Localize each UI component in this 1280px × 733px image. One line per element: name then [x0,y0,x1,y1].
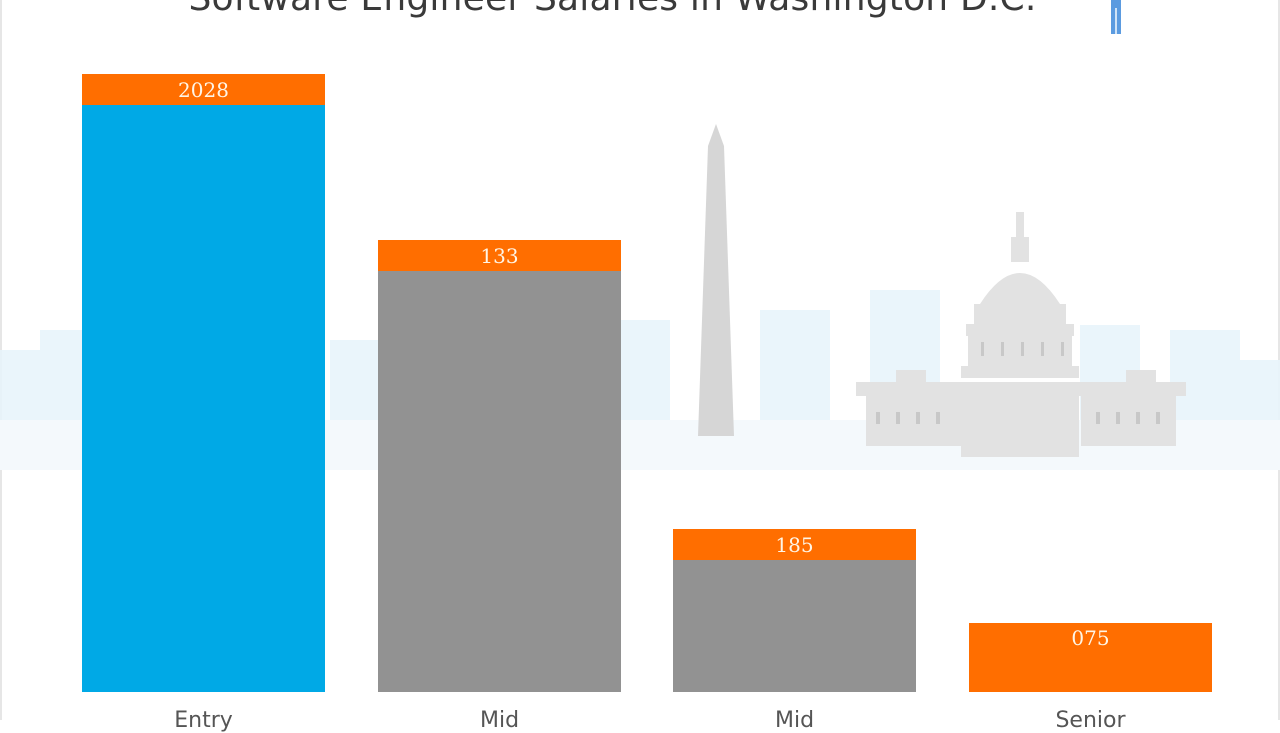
bar-mid-1[interactable]: 133 [378,240,621,692]
x-axis-label-mid-1: Mid [479,708,520,733]
x-axis-label-entry: Entry [174,708,233,733]
capitol-building-illustration [856,212,1186,457]
bar-mid-2[interactable]: 185 [673,529,916,692]
bar-fill [82,74,325,692]
bar-fill [378,240,621,692]
person-figure-icon [1111,0,1121,34]
bar-value-label: 133 [378,240,621,271]
bar-senior[interactable]: 075 [969,623,1212,692]
bar-value-label: 2028 [82,74,325,105]
bar-entry[interactable]: 2028 [82,74,325,692]
x-axis-label-senior: Senior [1055,708,1126,733]
washington-monument-illustration [698,124,734,436]
bar-value-label: 075 [969,623,1212,654]
bar-value-label: 185 [673,529,916,560]
chart-title: Software Engineer Salaries in Washington… [0,0,1225,19]
x-axis-label-mid-2: Mid [774,708,815,733]
